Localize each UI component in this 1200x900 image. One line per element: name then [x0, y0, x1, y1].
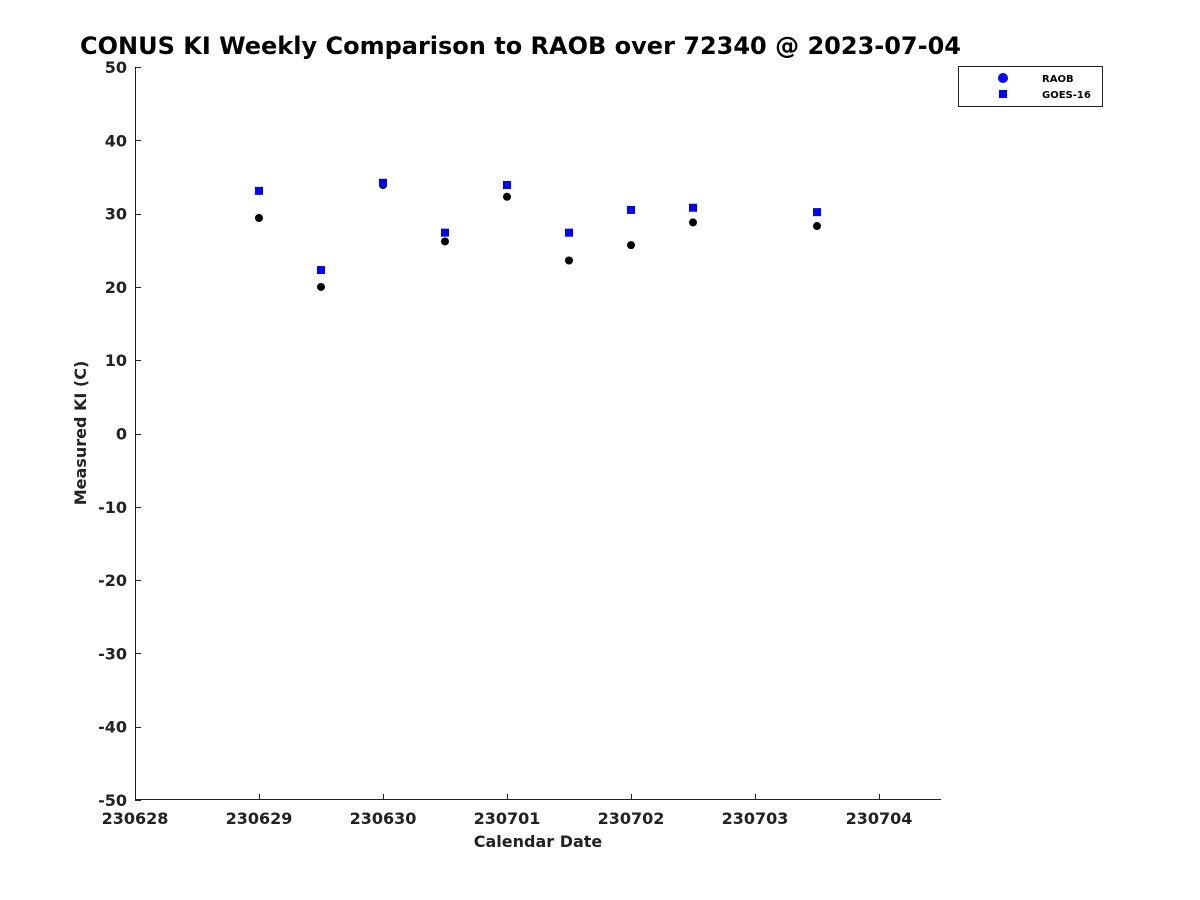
data-point-square — [317, 266, 325, 275]
data-point-square — [627, 205, 635, 214]
x-tick-label: 230701 — [474, 809, 541, 828]
data-point-circle — [627, 241, 635, 250]
data-point-circle — [441, 237, 449, 246]
y-tick-label: -40 — [98, 718, 127, 737]
data-point-circle — [565, 256, 573, 265]
x-tick-label: 230628 — [102, 809, 169, 828]
data-point-circle — [813, 222, 821, 231]
y-tick-label: 40 — [105, 131, 127, 150]
x-tick-label: 230629 — [226, 809, 293, 828]
legend-marker-circle — [998, 73, 1008, 83]
y-tick-label: -30 — [98, 644, 127, 663]
legend: RAOB GOES-16 — [958, 66, 1103, 107]
y-tick-label: 30 — [105, 205, 127, 224]
y-axis-label: Measured KI (C) — [71, 361, 90, 506]
data-point-circle — [317, 282, 325, 291]
data-point-square — [441, 228, 449, 237]
axes — [135, 67, 941, 800]
data-point-circle — [503, 192, 511, 201]
x-tick-label: 230704 — [846, 809, 913, 828]
data-point-square — [813, 208, 821, 217]
x-tick-label: 230702 — [598, 809, 665, 828]
y-tick-label: -50 — [98, 791, 127, 810]
legend-box — [958, 66, 1103, 107]
series-raob — [255, 181, 821, 291]
legend-marker-square — [999, 90, 1007, 98]
chart-title: CONUS KI Weekly Comparison to RAOB over … — [80, 32, 961, 60]
x-tick-label: 230703 — [722, 809, 789, 828]
data-point-square — [689, 203, 697, 212]
x-ticks: 230628 230629 230630 230701 230702 230703 2307… — [102, 794, 913, 828]
data-point-square — [255, 186, 263, 195]
y-tick-label: 10 — [105, 351, 127, 370]
data-point-circle — [255, 213, 263, 222]
y-tick-label: 20 — [105, 278, 127, 297]
y-tick-label: 50 — [105, 58, 127, 77]
y-ticks: 50 40 30 20 10 0 -10 -20 -30 -40 -50 — [98, 58, 141, 810]
x-axis-label: Calendar Date — [474, 832, 603, 851]
legend-label: RAOB — [1042, 74, 1074, 85]
legend-label: GOES-16 — [1042, 90, 1091, 101]
x-tick-label: 230630 — [350, 809, 417, 828]
data-point-square — [565, 228, 573, 237]
y-tick-label: -20 — [98, 571, 127, 590]
data-points — [255, 178, 821, 291]
data-point-square — [503, 181, 511, 190]
series-goes-16 — [255, 178, 821, 275]
y-tick-label: 0 — [116, 425, 127, 444]
y-tick-label: -10 — [98, 498, 127, 517]
data-point-square — [379, 178, 387, 187]
data-point-circle — [689, 218, 697, 227]
